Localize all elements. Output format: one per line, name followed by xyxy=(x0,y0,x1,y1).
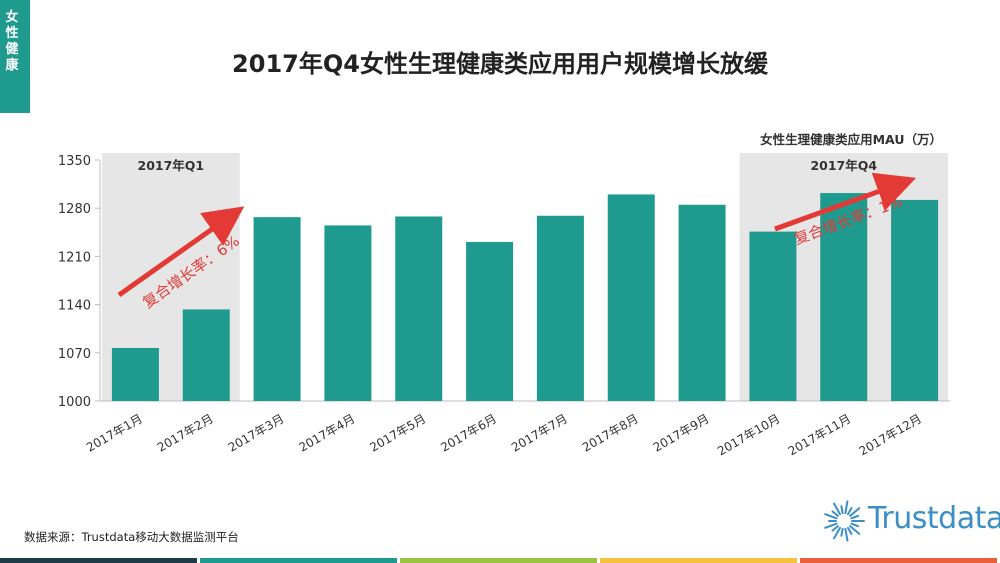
footer-stripe xyxy=(400,558,597,563)
bar xyxy=(324,225,372,401)
logo-ray xyxy=(831,510,839,517)
x-tick-label: 2017年4月 xyxy=(297,411,358,454)
logo-ray xyxy=(824,522,838,529)
logo-ray xyxy=(849,507,861,517)
logo-ray xyxy=(849,525,861,535)
y-tick-label: 1140 xyxy=(58,299,91,314)
bar xyxy=(607,194,655,401)
logo-ray xyxy=(850,522,860,528)
y-tick-label: 1350 xyxy=(58,154,91,169)
category-tag: 女性健康 xyxy=(0,0,30,113)
x-tick-label: 2017年1月 xyxy=(84,411,145,454)
logo-text: Trustdata xyxy=(868,501,1000,536)
x-tick-label: 2017年8月 xyxy=(580,411,641,454)
x-tick-label: 2017年10月 xyxy=(715,411,782,458)
logo-ray xyxy=(824,513,838,520)
y-tick-label: 1280 xyxy=(58,202,91,217)
logo-ray xyxy=(840,527,844,537)
logo-ray xyxy=(844,527,849,542)
highlight-label: 2017年Q1 xyxy=(138,158,205,173)
chart-title: 2017年Q4女性生理健康类应用用户规模增长放缓 xyxy=(232,50,768,78)
x-tick-label: 2017年9月 xyxy=(651,411,712,454)
highlight-label: 2017年Q4 xyxy=(810,158,877,173)
x-tick-label: 2017年5月 xyxy=(367,411,428,454)
logo-burst-icon xyxy=(824,500,865,542)
logo-ray xyxy=(850,514,860,520)
logo-ray xyxy=(847,526,853,535)
footer-stripe xyxy=(800,558,997,563)
bar xyxy=(253,217,301,401)
logo-ray xyxy=(831,525,839,532)
bar xyxy=(111,347,159,401)
y-tick-label: 1000 xyxy=(58,395,91,410)
x-tick-label: 2017年7月 xyxy=(509,411,570,454)
logo-ray xyxy=(847,507,853,516)
bar xyxy=(395,216,443,401)
logo-ray xyxy=(840,505,844,515)
x-tick-label: 2017年3月 xyxy=(226,411,287,454)
logo-ray xyxy=(833,502,841,516)
bar xyxy=(820,193,868,401)
x-tick-label: 2017年12月 xyxy=(857,411,924,458)
logo-ray xyxy=(844,500,849,515)
unit-label: 女性生理健康类应用MAU（万） xyxy=(760,132,942,147)
y-tick-label: 1210 xyxy=(58,250,91,265)
bar xyxy=(678,204,726,401)
x-tick-label: 2017年6月 xyxy=(438,411,499,454)
footer-stripe xyxy=(0,558,197,563)
logo-ray xyxy=(833,526,841,540)
bar xyxy=(536,215,584,401)
x-tick-label: 2017年2月 xyxy=(155,411,216,454)
bar xyxy=(466,241,514,401)
category-tag-text: 女性健康 xyxy=(5,10,19,73)
data-source: 数据来源：Trustdata移动大数据监测平台 xyxy=(24,530,239,544)
growth-arrow xyxy=(774,172,917,232)
bar xyxy=(749,231,797,401)
footer-stripe xyxy=(200,558,397,563)
footer-stripe xyxy=(600,558,797,563)
bar xyxy=(891,199,939,401)
growth-arrow xyxy=(117,206,245,298)
y-tick-label: 1070 xyxy=(58,347,91,362)
bar xyxy=(182,309,230,401)
x-tick-label: 2017年11月 xyxy=(786,411,853,458)
trustdata-logo: Trustdata xyxy=(824,494,1000,550)
